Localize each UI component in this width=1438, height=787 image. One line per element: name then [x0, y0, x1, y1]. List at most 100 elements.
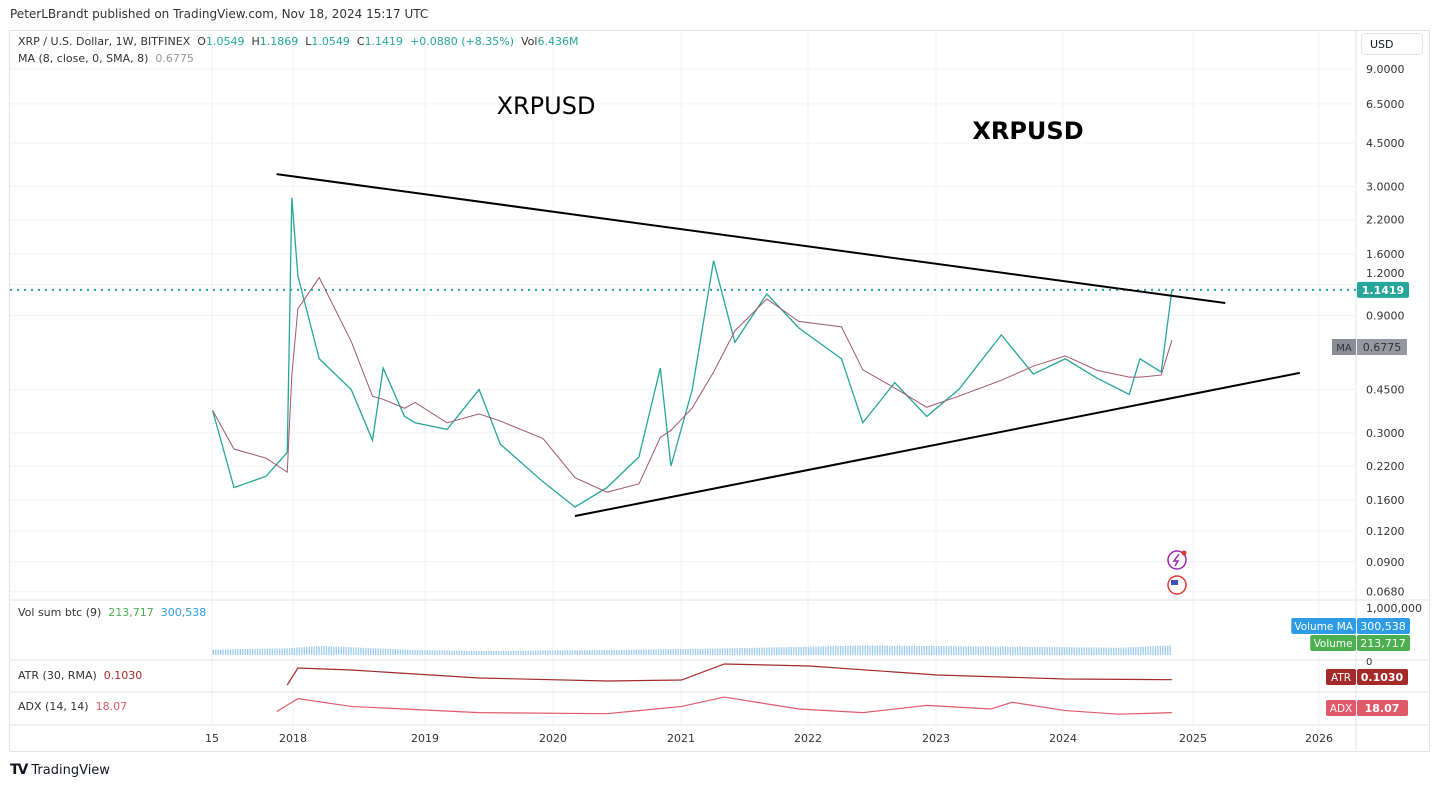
volume-bar [298, 647, 301, 655]
annotation-text[interactable]: XRPUSD [972, 117, 1083, 145]
volume-bar [1085, 647, 1088, 655]
volume-tag-value: 300,538 [1360, 620, 1406, 633]
volume-bar [591, 650, 593, 655]
tradingview-logo-text: TradingView [31, 762, 110, 778]
volume-bar [1029, 646, 1031, 655]
volume-bar [1164, 645, 1166, 655]
volume-bar [894, 645, 896, 655]
volume-bar [758, 647, 761, 655]
volume-bar [625, 649, 628, 655]
volume-bar [470, 650, 473, 655]
volume-bar [680, 649, 682, 655]
volume-bar [461, 650, 463, 655]
volume-bar [847, 645, 849, 655]
volume-bar [766, 647, 768, 655]
currency-button[interactable]: USD [1361, 33, 1423, 55]
ma-legend[interactable]: MA (8, close, 0, SMA, 8) 0.6775 [18, 52, 194, 65]
volume-bar [365, 647, 367, 655]
volume-bar [950, 646, 952, 655]
ma-tag-label: MA [1336, 343, 1352, 354]
volume-bar [1061, 647, 1063, 655]
volume-bar [1026, 646, 1029, 655]
volume-bar [527, 650, 529, 655]
volume-bar [1169, 645, 1171, 655]
volume-bar [367, 648, 369, 655]
volume-bar [827, 646, 829, 655]
volume-bar [333, 646, 335, 655]
volume-bar [825, 646, 827, 655]
volume-bar [670, 649, 672, 655]
volume-bar [613, 649, 615, 655]
volume-bar [1014, 646, 1016, 655]
volume-bar [901, 645, 903, 655]
volume-bar [955, 646, 957, 655]
volume-bar [574, 650, 576, 655]
volume-bar [906, 645, 908, 655]
volume-bar [579, 650, 581, 655]
volume-bar [485, 650, 487, 655]
volume-bar [815, 646, 817, 655]
volume-bar [773, 647, 775, 655]
volume-bar [1021, 646, 1024, 655]
volume-bar [1049, 647, 1051, 655]
volume-bar [318, 646, 320, 655]
volume-bar [1135, 647, 1137, 655]
volume-bar [547, 650, 549, 655]
volume-bar [817, 646, 820, 655]
volume-bar [948, 646, 950, 655]
volume-tag-label-box [1291, 618, 1356, 634]
volume-bar [726, 648, 729, 655]
volume-bar [857, 645, 859, 655]
volume-bar [291, 647, 293, 655]
volume-bar [746, 648, 748, 655]
volume-bar [638, 649, 640, 655]
volume-legend[interactable]: Vol sum btc (9) 213,717 300,538 [18, 606, 206, 619]
volume-bar [884, 645, 886, 655]
last-price-tag-text: 1.1419 [1362, 284, 1404, 297]
volume-bar [1112, 647, 1115, 655]
volume-bar [918, 645, 920, 655]
volume-bar [1039, 646, 1041, 655]
volume-bar [281, 648, 283, 655]
atr-legend[interactable]: ATR (30, RMA) 0.1030 [18, 669, 142, 682]
trendline [574, 371, 1300, 517]
volume-bar [436, 650, 438, 655]
high-value: 1.1869 [259, 35, 299, 48]
volume-bar [377, 648, 379, 655]
volume-bar [1098, 647, 1100, 655]
volume-bar [960, 646, 962, 655]
indicator-tag-value-box [1357, 669, 1408, 685]
tradingview-logo[interactable]: TV TradingView [10, 762, 110, 778]
adx-legend[interactable]: ADX (14, 14) 18.07 [18, 700, 127, 713]
volume-bar [798, 646, 800, 655]
volume-bar [650, 649, 652, 655]
volume-bar [967, 646, 970, 655]
volume-bar [1127, 647, 1130, 655]
volume-bar [623, 649, 625, 655]
volume-bar [620, 649, 623, 655]
volume-bar [532, 650, 534, 655]
price-axis-label: 1.2000 [1366, 267, 1405, 280]
time-axis-label: 15 [205, 732, 219, 745]
volume-bar [537, 650, 539, 655]
publisher-line: PeterLBrandt published on TradingView.co… [10, 7, 429, 21]
time-axis-label: 2019 [411, 732, 439, 745]
volume-bar [712, 648, 714, 655]
volume-bar [785, 647, 788, 655]
volume-bar [293, 647, 296, 655]
us-flag-canton-icon [1171, 580, 1178, 585]
annotation-text[interactable]: XRPUSD [497, 92, 596, 120]
price-axis-label: 0.1600 [1366, 494, 1405, 507]
volume-bar [495, 650, 497, 655]
volume-bar [247, 648, 249, 655]
volume-bar [328, 646, 330, 655]
volume-bar [1144, 646, 1147, 655]
volume-bar [603, 650, 606, 655]
volume-bar [611, 649, 613, 655]
volume-bar [301, 647, 303, 655]
volume-bar [522, 650, 524, 655]
volume-bar [775, 647, 778, 655]
volume-bar [261, 648, 264, 655]
volume-bar [256, 648, 259, 655]
